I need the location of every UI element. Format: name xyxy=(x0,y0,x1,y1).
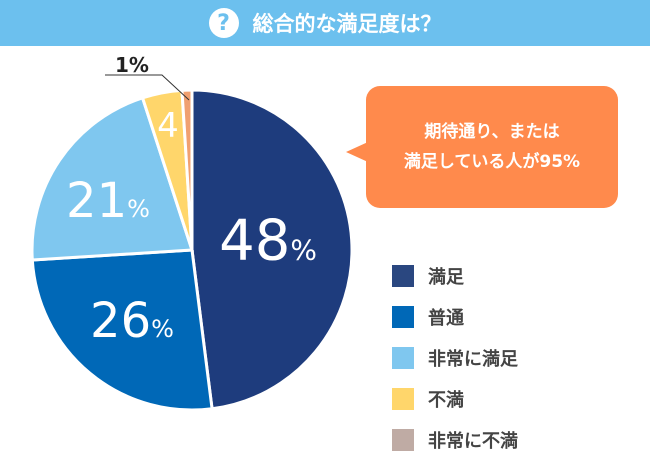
callout-bubble: 期待通り、または 満足している人が95% xyxy=(346,86,618,208)
pie-slice-4 xyxy=(180,88,194,251)
legend: 満足普通非常に満足不満非常に不満 xyxy=(392,255,518,460)
leader-line xyxy=(105,74,190,101)
legend-swatch xyxy=(392,305,414,328)
legend-item: 普通 xyxy=(392,296,518,337)
legend-swatch xyxy=(392,264,414,287)
legend-item: 満足 xyxy=(392,255,518,296)
legend-item: 非常に満足 xyxy=(392,337,518,378)
callout-line1: 期待通り、または xyxy=(424,122,560,142)
legend-label: 不満 xyxy=(428,389,464,411)
pie-slice-2 xyxy=(30,95,195,262)
pie-slice-1 xyxy=(30,248,214,412)
data-label-3: 4 xyxy=(157,106,179,146)
data-label-4: 1% xyxy=(115,53,149,77)
legend-label: 普通 xyxy=(428,307,464,329)
question-circle-icon: ? xyxy=(208,8,239,38)
legend-swatch xyxy=(392,346,414,369)
callout-line2: 満足している人が95% xyxy=(403,152,581,172)
legend-label: 非常に満足 xyxy=(428,348,518,370)
pie-slice-0 xyxy=(190,88,354,411)
legend-label: 満足 xyxy=(428,266,464,288)
legend-swatch xyxy=(392,387,414,410)
legend-item: 非常に不満 xyxy=(392,419,518,460)
legend-swatch xyxy=(392,428,414,451)
legend-label: 非常に不満 xyxy=(428,430,518,452)
header: ? 総合的な満足度は？ xyxy=(0,0,650,46)
chart-title: 総合的な満足度は？ xyxy=(252,12,442,36)
legend-item: 不満 xyxy=(392,378,518,419)
